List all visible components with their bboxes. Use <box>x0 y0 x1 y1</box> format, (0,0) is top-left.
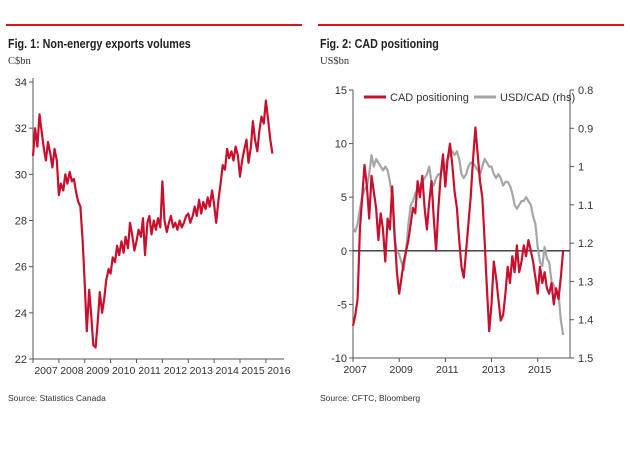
fig2-x-tick-label: 2013 <box>482 364 506 376</box>
fig2-y2-tick-label: 1 <box>578 162 584 174</box>
fig2-y2-tick-label: 1.2 <box>578 238 593 250</box>
fig1-x-tick-label: 2012 <box>164 365 188 377</box>
fig2-legend-bg <box>360 89 560 105</box>
fig1-title: Fig. 1: Non-energy exports volumes <box>8 37 191 51</box>
fig1-x-tick-label: 2010 <box>112 365 136 377</box>
fig1-y-tick-label: 34 <box>15 77 27 89</box>
fig2-x-tick-label: 2009 <box>389 364 413 376</box>
fig2-y2-tick-label: 1.4 <box>578 315 593 327</box>
fig1-y-tick-label: 28 <box>15 216 27 228</box>
fig2-x-tick-label: 2011 <box>436 364 459 376</box>
fig2-y2-tick-label: 0.9 <box>578 123 593 135</box>
fig1-y-tick-label: 22 <box>15 354 27 366</box>
fig2-y2-tick-label: 1.5 <box>578 353 593 365</box>
fig2-unit-label: US$bn <box>320 56 350 67</box>
fig2-legend-label-usdcad: USD/CAD (rhs) <box>500 92 575 104</box>
fig1-series-line <box>31 99 274 349</box>
fig1-top-rule <box>6 24 302 26</box>
fig2-legend-label-cad: CAD positioning <box>390 92 469 104</box>
fig2-y2-tick-label: 0.8 <box>578 85 593 97</box>
fig1-y-tick-label: 32 <box>15 123 27 135</box>
fig2-y-tick-label: 5 <box>341 192 347 204</box>
fig1-y-tick-label: 26 <box>15 262 27 274</box>
fig2-title: Fig. 2: CAD positioning <box>320 37 439 51</box>
fig2-usdcad-line <box>352 150 565 336</box>
fig1-x-tick-label: 2013 <box>190 365 214 377</box>
fig1-source: Source: Statistics Canada <box>8 393 106 403</box>
fig2-y2-tick-label: 1.1 <box>578 200 593 212</box>
fig2-chart: -10 -5 0 5 10 15 0.8 0.9 1 1.1 1.2 1.3 1.4 1.5 2007 200… <box>331 85 593 376</box>
fig1-x-tick-label: 2011 <box>138 365 161 377</box>
fig2-y-tick-label: 15 <box>335 85 347 97</box>
fig1-x-tick-label: 2009 <box>86 365 110 377</box>
fig1-x-tick-label: 2007 <box>34 365 58 377</box>
fig2-y-tick-label: -10 <box>331 353 347 365</box>
fig1-x-tick-label: 2016 <box>267 365 291 377</box>
fig1-unit-label: C$bn <box>8 56 31 67</box>
fig1-x-tick-label: 2014 <box>215 365 239 377</box>
fig2-x-tick-label: 2015 <box>528 364 552 376</box>
fig2-y-tick-label: 0 <box>341 246 347 258</box>
fig2-top-rule <box>318 24 624 26</box>
fig1-y-tick-label: 24 <box>15 308 27 320</box>
fig2-cad-positioning-line <box>351 126 565 333</box>
fig1-y-tick-label: 30 <box>15 169 27 181</box>
fig1-x-tick-label: 2008 <box>60 365 84 377</box>
fig2-y2-tick-label: 1.3 <box>578 276 593 288</box>
fig2-x-tick-label: 2007 <box>343 364 367 376</box>
fig1-x-tick-label: 2015 <box>241 365 265 377</box>
fig2-y-tick-label: 10 <box>335 139 347 151</box>
fig2-y-tick-label: -5 <box>337 299 347 311</box>
fig2-source: Source: CFTC, Bloomberg <box>320 393 421 403</box>
